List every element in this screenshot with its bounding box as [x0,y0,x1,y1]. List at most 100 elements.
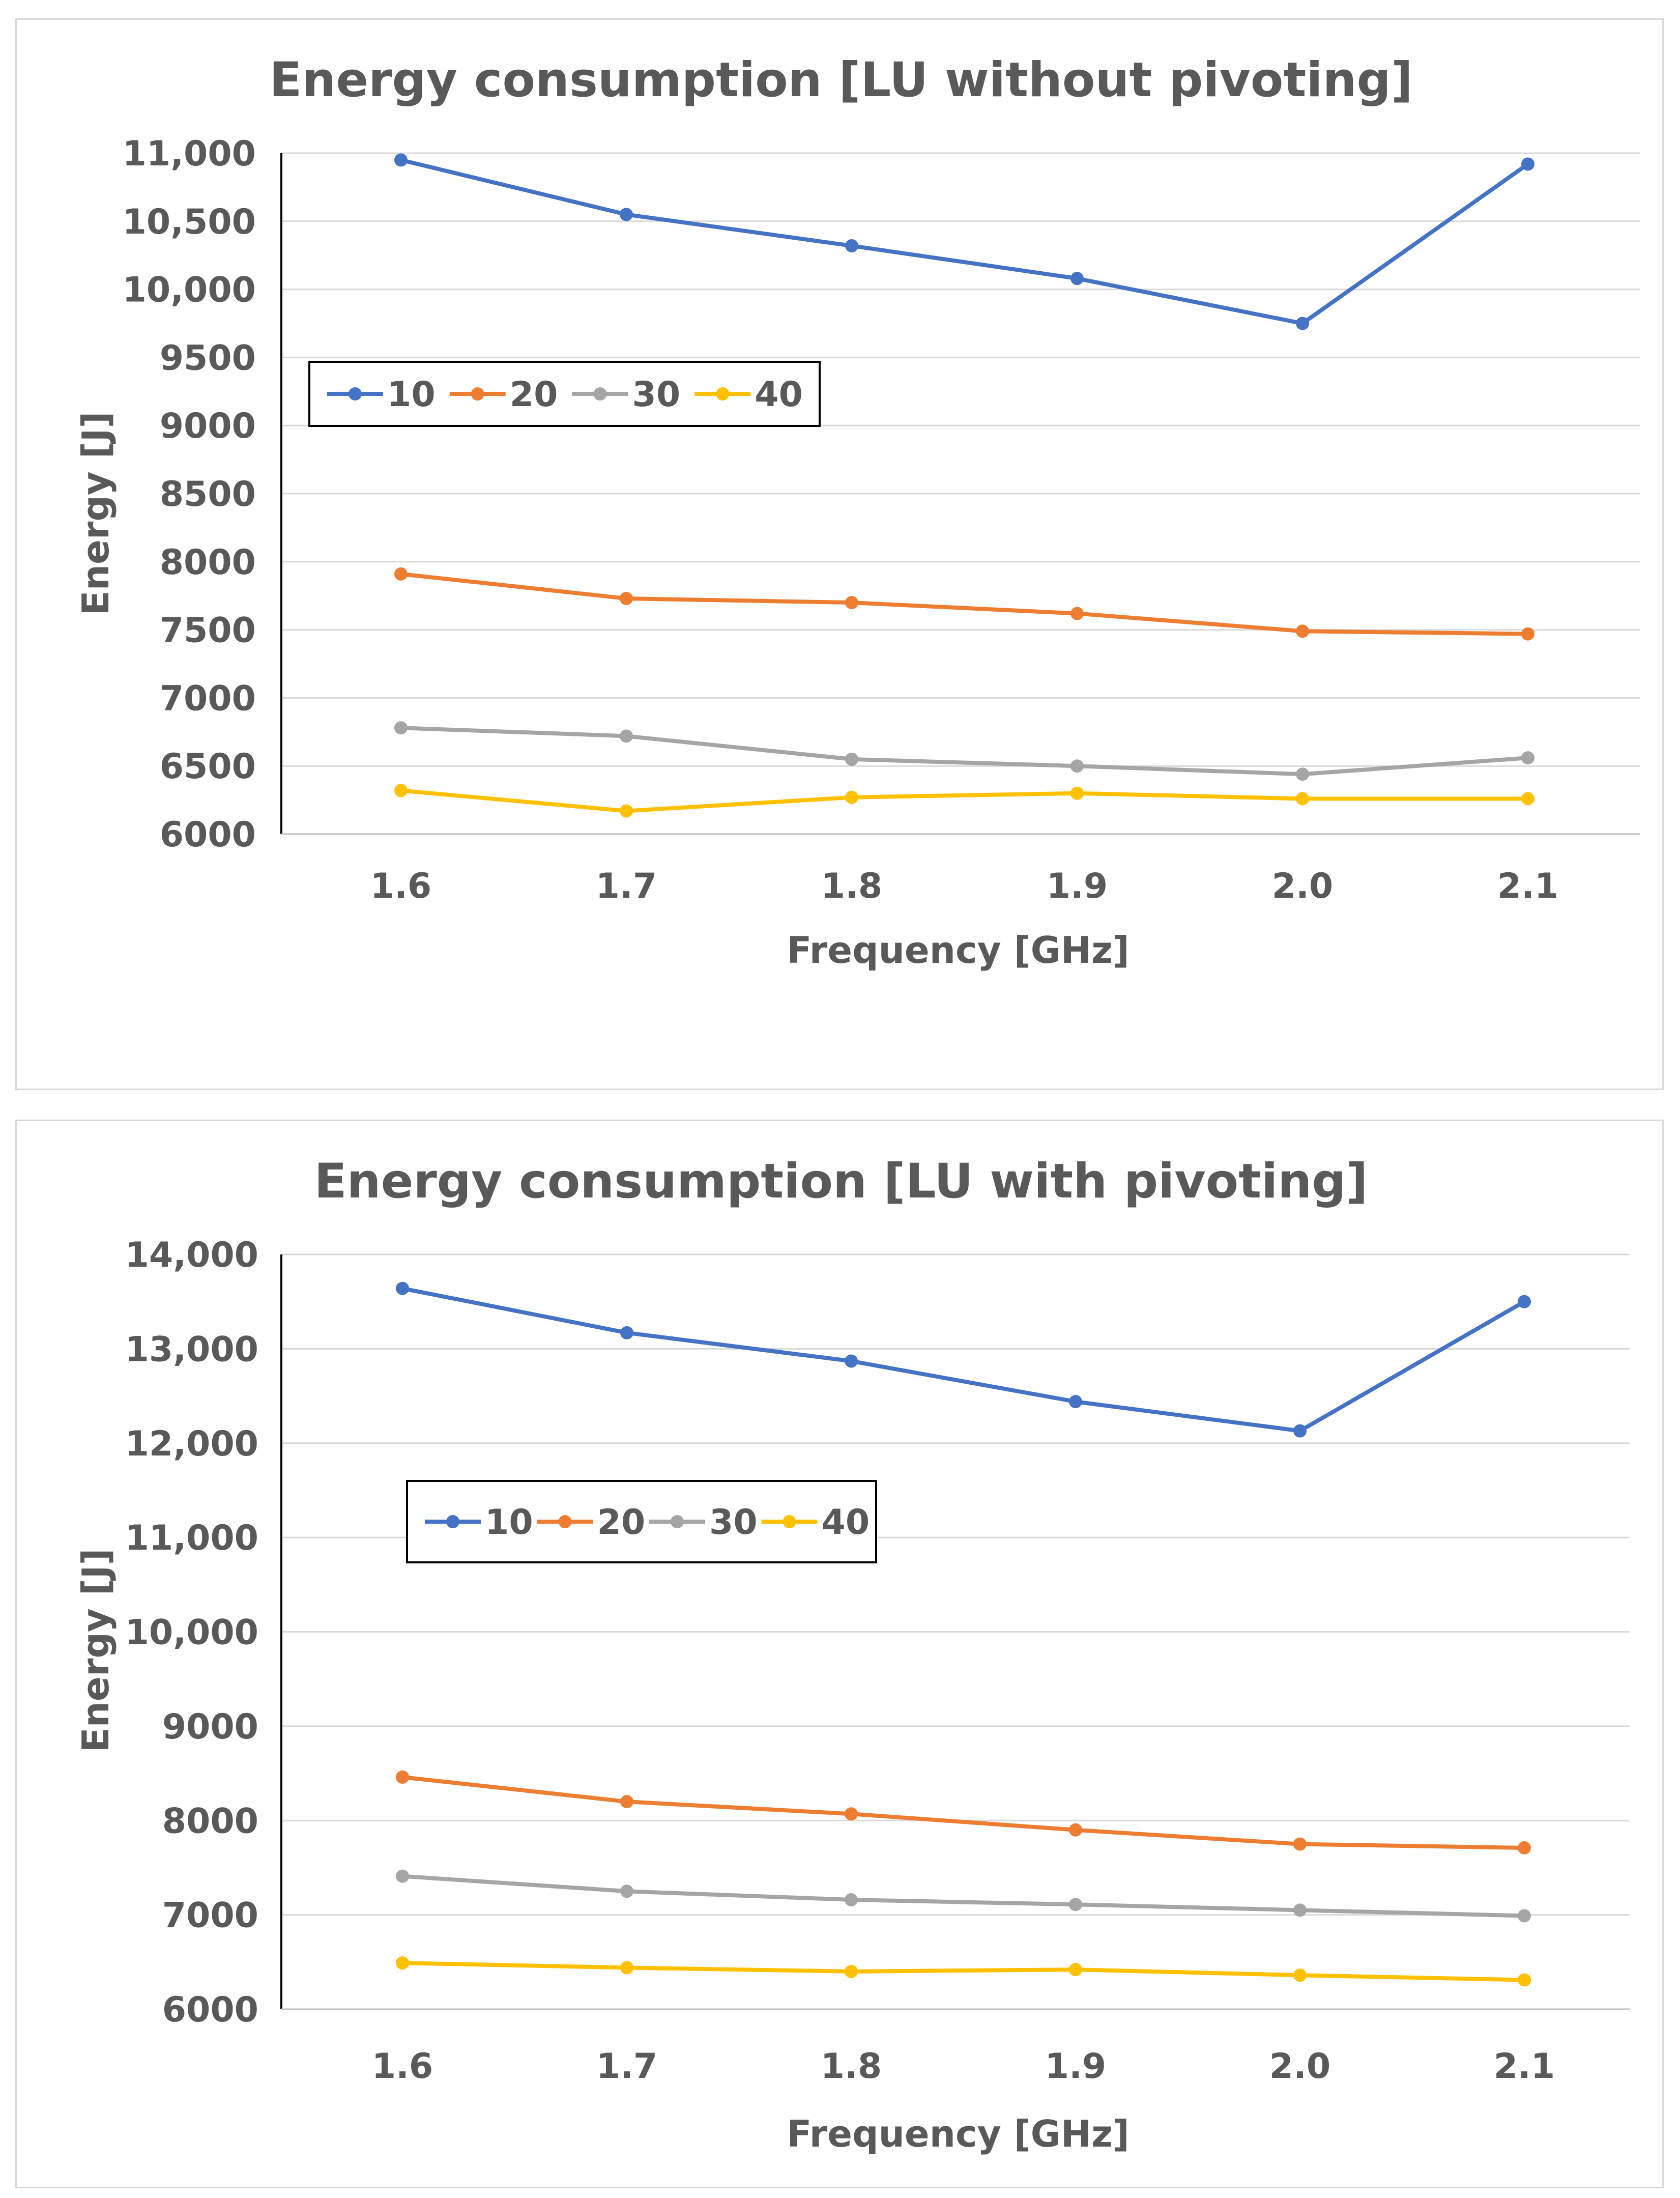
data-point [1293,1903,1307,1917]
data-point [620,208,633,221]
y-tick-label: 6000 [162,1990,258,2030]
y-tick-label: 7000 [160,678,256,719]
data-point [1521,157,1534,171]
chart-title: Energy consumption [LU with pivoting] [314,1154,1368,1209]
y-tick-label: 8000 [160,543,256,583]
data-point [1069,1823,1082,1837]
y-tick-label: 7000 [162,1896,258,1936]
legend: 10 20 30 40 [308,361,821,427]
series-line-40 [400,1961,1526,1982]
x-tick-label: 1.7 [596,866,657,906]
data-point [394,153,408,167]
series-line-10 [400,1286,1526,1433]
legend-label: 30 [709,1502,758,1543]
y-tick-label: 14,000 [125,1235,258,1275]
x-tick-label: 2.0 [1272,866,1333,906]
data-point [1293,1968,1307,1982]
legend-swatch-marker [783,1515,796,1528]
data-point [1521,792,1534,806]
series-line-40 [399,788,1530,813]
series-line-20 [400,1775,1526,1850]
data-point [1070,607,1084,620]
y-tick-label: 8000 [162,1801,258,1841]
data-point [845,1893,858,1906]
x-tick-label: 2.1 [1497,866,1558,906]
x-axis-title: Frequency [GHz] [787,2113,1129,2155]
y-tick-label: 10,000 [123,270,256,310]
series-line-20 [399,572,1530,636]
data-point [1518,1841,1531,1855]
y-tick-label: 10,500 [123,202,256,242]
data-point [620,1885,633,1898]
legend: 10 20 30 40 [406,1480,877,1563]
y-tick-label: 6500 [160,747,256,787]
data-point [845,1964,858,1978]
data-point [1518,1973,1531,1987]
legend-label: 40 [822,1502,870,1543]
x-tick-label: 1.6 [370,866,431,906]
gridlines [281,152,1640,767]
data-point [620,729,633,743]
legend-label: 30 [632,375,681,415]
data-point [1069,1963,1082,1977]
data-point [394,721,408,735]
data-point [394,567,408,581]
legend-label: 20 [510,375,558,415]
y-tick-label: 9000 [160,406,256,446]
y-axis-title: Energy [J] [74,412,117,616]
data-point [1296,767,1309,781]
legend-swatch-marker [446,1515,459,1528]
x-tick-label: 1.8 [821,2046,882,2087]
x-tick-label: 1.8 [821,866,882,906]
legend-swatch-marker [593,387,607,401]
data-point [396,1956,409,1970]
data-point [620,592,633,606]
data-point [1070,759,1084,773]
data-point [1069,1395,1082,1409]
chart-panel-without-pivoting: Energy consumption [LU without pivoting]… [15,18,1664,1090]
y-axis-title: Energy [J] [74,1549,117,1753]
data-point [1070,786,1084,800]
data-point [1521,627,1534,641]
y-tick-label: 6000 [160,815,256,855]
legend-swatch-marker [558,1515,572,1528]
series-line-10 [399,158,1530,326]
data-point [1521,751,1534,765]
legend-label: 20 [597,1502,646,1543]
data-point [1070,272,1084,286]
chart-svg: Energy consumption [LU with pivoting] Fr… [74,1154,1630,2155]
x-tick-label: 1.7 [596,2046,657,2087]
data-point [396,1770,409,1784]
y-tick-label: 11,000 [123,134,256,174]
data-point [1518,1295,1531,1308]
data-point [394,784,408,797]
y-tick-label: 13,000 [125,1329,258,1369]
data-point [845,1354,858,1368]
y-tick-label: 7500 [160,611,256,651]
data-point [1296,624,1309,638]
data-point [845,752,858,766]
legend-swatch-marker [471,387,484,401]
x-tick-label: 1.9 [1047,866,1108,906]
x-axis-title: Frequency [GHz] [787,929,1129,972]
legend-swatch-marker [349,387,362,401]
gridlines [281,1253,1630,1916]
y-tick-label: 12,000 [125,1424,258,1464]
chart-panel-with-pivoting: Energy consumption [LU with pivoting] Fr… [15,1120,1664,2188]
data-point [396,1281,409,1295]
data-point [620,1326,633,1339]
x-tick-label: 2.1 [1494,2046,1555,2087]
data-point [620,1795,633,1809]
data-point [845,596,858,610]
y-tick-label: 9000 [162,1707,258,1747]
chart-title: Energy consumption [LU without pivoting] [269,52,1413,108]
data-point [620,804,633,818]
x-tick-label: 1.9 [1045,2046,1106,2087]
data-point [1296,792,1309,806]
y-tick-label: 11,000 [125,1518,258,1558]
x-tick-label: 1.6 [372,2046,433,2087]
data-point [845,1807,858,1821]
legend-label: 10 [485,1502,533,1543]
data-point [620,1961,633,1975]
series-line-30 [399,726,1530,777]
